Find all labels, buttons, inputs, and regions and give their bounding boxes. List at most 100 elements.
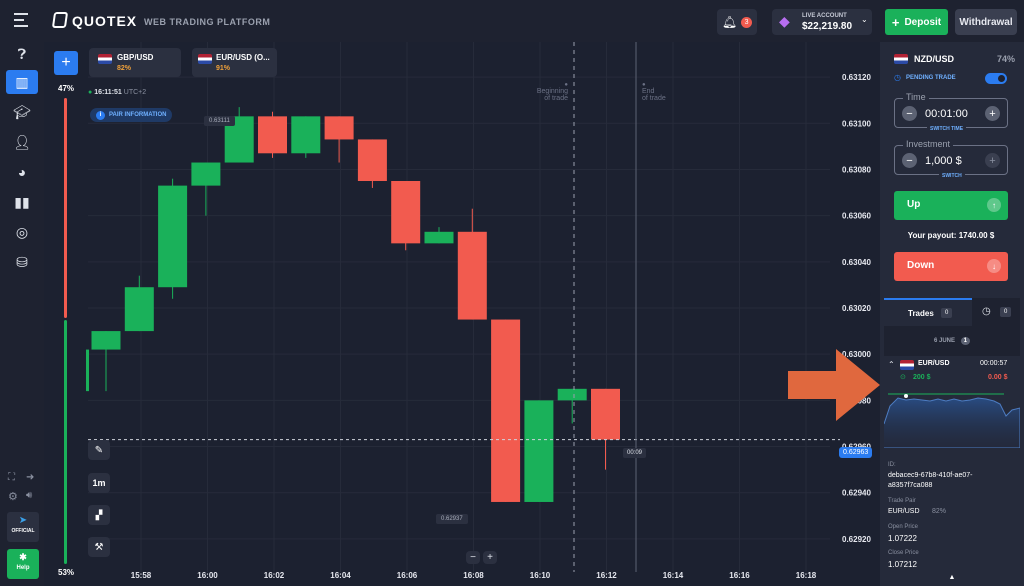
y-tick-label: 0.63100 [842, 119, 871, 128]
down-button[interactable]: Down ↓ [894, 252, 1008, 281]
clock-timezone: UTC+2 [123, 89, 147, 96]
switch-time-label[interactable]: SWITCH TIME [927, 126, 967, 132]
help-button[interactable]: ✱ Help [7, 549, 39, 579]
eur-usd-flag-icon [198, 54, 212, 64]
x-tick-label: 16:08 [463, 571, 484, 580]
candle-body [258, 116, 287, 154]
account-balance: $22,219.80 [802, 21, 853, 32]
plus-icon: + [891, 14, 900, 30]
trade-item[interactable]: ⌃ EUR/USD 00:00:57 ⊙ 200 $ 0.00 $ ID: de… [884, 356, 1020, 586]
deposit-label: Deposit [904, 16, 942, 28]
add-asset-button[interactable]: + [54, 51, 78, 75]
logout-icon[interactable]: ➜ [26, 472, 35, 483]
up-button[interactable]: Up ↑ [894, 191, 1008, 220]
withdrawal-button[interactable]: Withdrawal [955, 9, 1017, 35]
low-price-tag: 0.62937 [436, 514, 468, 524]
deposit-button[interactable]: + Deposit [885, 9, 948, 35]
trade-id-label: ID: [888, 462, 896, 468]
your-payout: Your payout: 1740.00 $ [894, 231, 1008, 240]
indicators-button[interactable]: ⚒ [88, 537, 110, 557]
timeframe-button[interactable]: 1m [88, 473, 110, 493]
open-price-label: Open Price [888, 524, 919, 530]
zoom-out-button[interactable]: − [466, 551, 480, 564]
investment-decrease-button[interactable]: − [902, 153, 917, 168]
trades-tab[interactable]: Trades 0 [884, 298, 972, 326]
collapse-chevron-icon[interactable]: ⌃ [888, 360, 895, 369]
arrow-up-icon: ↑ [987, 198, 1001, 212]
account-switcher[interactable]: ◆ LIVE ACCOUNT $22,219.80 ⌄ [772, 9, 872, 35]
history-tab[interactable]: ◷ 0 [974, 300, 1020, 326]
help-icon[interactable]: ❓︎ [17, 45, 27, 62]
trade-asset[interactable]: NZD/USD [914, 54, 954, 64]
zoom-in-button[interactable]: + [483, 551, 497, 564]
close-price-value: 1.07212 [888, 560, 917, 569]
investment-field[interactable]: Investment − 1,000 $ + SWITCH [894, 139, 1008, 179]
tournament-icon[interactable]: ⛁ [16, 253, 28, 270]
menu-icon[interactable] [14, 13, 30, 27]
x-tick-label: 16:02 [264, 571, 285, 580]
candle-body [424, 231, 454, 244]
x-tick-label: 16:04 [330, 571, 351, 580]
telegram-icon: ➤ [18, 515, 28, 526]
settings-icon[interactable]: ⚙ [8, 491, 18, 503]
time-value[interactable]: 00:01:00 [925, 108, 968, 120]
diamond-icon: ◆ [779, 13, 790, 29]
notifications-button[interactable]: 🔔︎ 3 [717, 9, 757, 35]
history-icon: ◷ [982, 306, 991, 317]
time-decrease-button[interactable]: − [902, 106, 917, 121]
education-icon[interactable]: 🎓︎ [13, 103, 31, 120]
candle-body [524, 400, 554, 502]
chart-area[interactable]: 0.63120 0.63100 0.63080 0.63060 0.63040 0.630… [44, 42, 880, 586]
help-chat-icon: ✱ [19, 552, 27, 562]
candle-body [158, 185, 188, 288]
chevron-down-icon: ⌄ [861, 15, 868, 24]
candle-body [91, 331, 121, 350]
y-tick-label: 0.63040 [842, 258, 871, 267]
sound-icon[interactable]: 🔊︎ [26, 490, 33, 501]
x-tick-label: 16:18 [796, 571, 817, 580]
left-sidebar: ❓︎ ▥ 🎓︎ 👤︎ ◕ ▮▮ ◎ ⛁ ⛶ ➜ ⚙ 🔊︎ ➤ OFFICIAL … [0, 42, 44, 586]
investment-increase-button[interactable]: + [985, 153, 1000, 168]
clock-icon: ◷ [894, 73, 901, 82]
signals-icon[interactable]: ◎ [15, 223, 29, 240]
trade-mini-chart [884, 393, 1020, 448]
y-tick-label: 0.62940 [842, 489, 871, 498]
candle-body [191, 162, 221, 186]
asset-tab-eurusd[interactable]: EUR/USD (O... 91% [192, 48, 277, 77]
pending-trade-toggle[interactable] [985, 73, 1007, 84]
trade-item-pair: EUR/USD [918, 360, 950, 367]
asset-tab-gbpusd[interactable]: GBP/USD 82% [89, 48, 181, 77]
trade-payout: 74% [997, 54, 1016, 64]
time-field[interactable]: Time − 00:01:00 + SWITCH TIME [894, 92, 1008, 132]
gbp-usd-flag-icon [98, 54, 112, 64]
y-tick-label: 0.63020 [842, 304, 871, 313]
trade-item-timer: 00:00:57 [980, 360, 1008, 367]
asset-tab-payout: 82% [117, 65, 132, 72]
fullscreen-icon[interactable]: ⛶ [8, 472, 15, 483]
asset-tab-payout: 91% [216, 65, 231, 72]
candle-body [491, 319, 521, 502]
sentiment-bar-green [64, 320, 67, 564]
scroll-up-icon[interactable]: ▲ [948, 574, 956, 581]
trade-pair-label: Trade Pair [888, 498, 916, 504]
pair-information-button[interactable]: i PAIR INFORMATION [90, 108, 173, 122]
price-chart[interactable]: 0.63120 0.63100 0.63080 0.63060 0.63040 0.630… [44, 42, 880, 586]
draw-tool-button[interactable]: ✎ [88, 440, 110, 460]
info-icon: i [96, 110, 105, 120]
official-telegram-button[interactable]: ➤ OFFICIAL [7, 512, 39, 542]
candle-body [391, 181, 421, 244]
market-icon[interactable]: ▮▮ [14, 193, 30, 210]
chart-type-button[interactable]: ▗▘ [88, 505, 110, 525]
sentiment-up-label: 47% [58, 84, 75, 93]
trade-item-result: 0.00 $ [988, 374, 1008, 381]
analytics-icon[interactable]: ◕ [17, 164, 27, 180]
investment-value[interactable]: 1,000 $ [925, 155, 962, 167]
chart-icon[interactable]: ▥ [6, 70, 38, 94]
time-increase-button[interactable]: + [985, 106, 1000, 121]
switch-label[interactable]: SWITCH [939, 173, 965, 179]
date-count-badge: 1 [960, 337, 971, 345]
y-tick-label: 0.63000 [842, 350, 871, 359]
live-dot-icon: ● [88, 89, 93, 96]
profile-icon[interactable]: 👤︎ [13, 133, 31, 150]
candle-partial [86, 349, 89, 392]
